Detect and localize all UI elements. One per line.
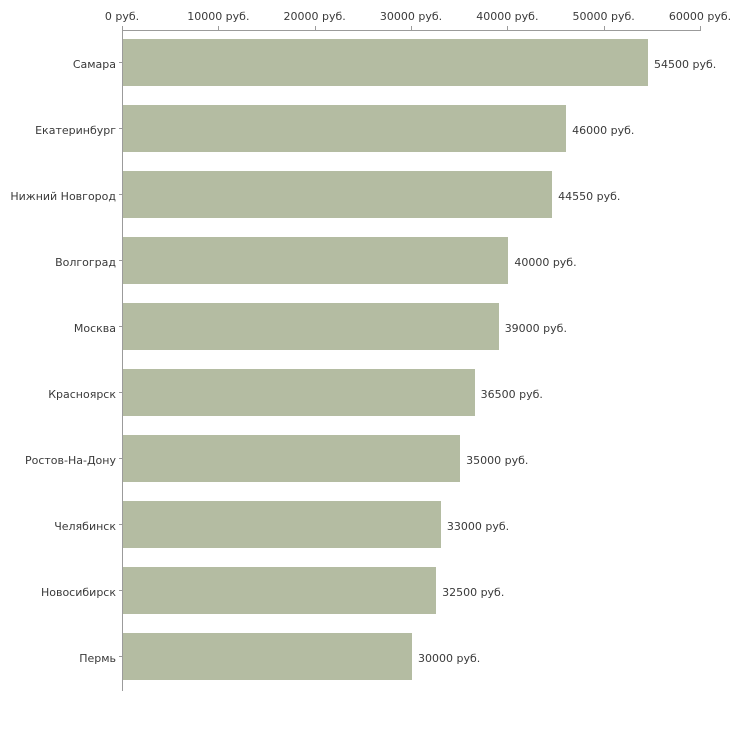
x-axis-tick: 0 руб. (105, 10, 139, 30)
x-axis-tick-label: 60000 руб. (668, 10, 730, 23)
bar-row: Пермь 30000 руб. (79, 625, 701, 691)
x-axis-tick: 20000 руб. (284, 10, 346, 30)
y-axis-tick (119, 194, 123, 195)
value-label: 44550 руб. (558, 189, 621, 203)
category-label: Волгоград (55, 255, 116, 269)
bar-row: Новосибирск 32500 руб. (41, 559, 701, 625)
bar-row: Москва 39000 руб. (74, 295, 701, 361)
x-axis-tick: 30000 руб. (380, 10, 442, 30)
bar-row: Самара 54500 руб. (73, 31, 716, 97)
category-label: Екатеринбург (35, 123, 116, 137)
bar (123, 303, 499, 350)
y-axis-tick (119, 458, 123, 459)
value-label: 35000 руб. (466, 453, 529, 467)
bar (123, 39, 649, 86)
value-label: 33000 руб. (446, 519, 510, 533)
value-label: 46000 руб. (572, 123, 635, 137)
category-label: Москва (73, 321, 116, 335)
x-axis-tick: 40000 руб. (476, 10, 538, 30)
x-axis-tick-label: 10000 руб. (187, 10, 250, 23)
value-label: 54500 руб. (654, 57, 717, 71)
y-axis-tick (119, 392, 123, 393)
value-label: 39000 руб. (504, 321, 567, 335)
x-axis-tick-label: 40000 руб. (476, 10, 539, 23)
bar (123, 105, 567, 152)
bar-row: Екатеринбург 46000 руб. (35, 97, 701, 163)
category-label: Ростов-На-Дону (24, 453, 116, 467)
plot-area: Самара 54500 руб. Екатеринбург 46000 руб. Ни… (10, 30, 716, 691)
y-axis-tick (119, 590, 123, 591)
bar-row: Челябинск 33000 руб. (54, 493, 701, 559)
x-axis-tick-label: 30000 руб. (379, 10, 443, 23)
y-axis-tick (119, 128, 123, 129)
category-label: Самара (72, 57, 116, 71)
x-axis-tick-label: 0 руб. (104, 10, 140, 23)
bar (123, 435, 461, 482)
value-label: 30000 руб. (418, 651, 481, 665)
bar (123, 237, 509, 284)
bar-row: Нижний Новгород 44550 руб. (10, 163, 701, 229)
y-axis-tick (119, 260, 123, 261)
bar (123, 369, 475, 416)
category-label: Челябинск (54, 519, 116, 533)
category-label: Нижний Новгород (10, 189, 116, 203)
x-axis-tick-label: 20000 руб. (283, 10, 346, 23)
bar (123, 171, 553, 218)
category-label: Красноярск (48, 387, 116, 401)
category-label: Пермь (79, 651, 116, 665)
value-label: 32500 руб. (442, 585, 505, 599)
bar-row: Волгоград 40000 руб. (55, 229, 701, 295)
x-axis: 0 руб. 10000 руб. 20000 руб. 30000 руб. 4000… (105, 0, 730, 30)
x-axis-tick-label: 50000 руб. (572, 10, 635, 23)
bar (123, 567, 437, 614)
bar (123, 501, 441, 548)
bar (123, 633, 412, 680)
bar-row: Ростов-На-Дону 35000 руб. (25, 427, 701, 493)
x-axis-tick: 60000 руб. (669, 10, 730, 30)
y-axis-tick (119, 62, 123, 63)
value-label: 40000 руб. (514, 255, 577, 269)
y-axis-tick (119, 524, 123, 525)
value-label: 36500 руб. (480, 387, 543, 401)
y-axis-tick (119, 656, 123, 657)
bar-row: Красноярск 36500 руб. (48, 361, 701, 427)
x-axis-tick: 50000 руб. (573, 10, 635, 30)
category-label: Новосибирск (40, 585, 116, 599)
x-axis-tick: 10000 руб. (187, 10, 249, 30)
y-axis-tick (119, 326, 123, 327)
